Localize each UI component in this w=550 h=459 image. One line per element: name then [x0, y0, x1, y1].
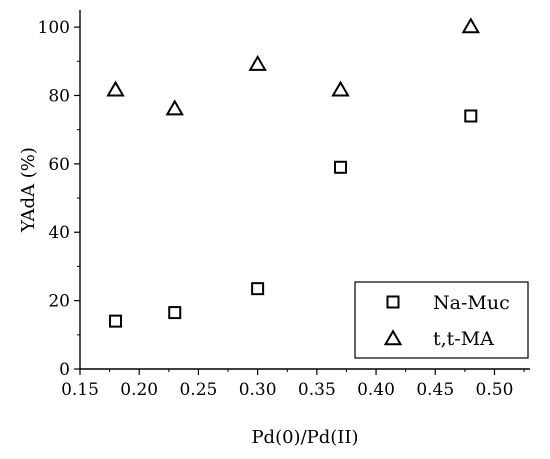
legend: Na-Muc t,t-MA: [354, 281, 529, 359]
x-tick-label: 0.30: [239, 380, 277, 400]
legend-label: Na-Muc: [433, 292, 510, 314]
x-tick-label: 0.40: [357, 380, 395, 400]
data-point-tt-ma: [165, 99, 184, 116]
axes: 0.15 0.20 0.25 0.30 0.35 0.40 0.45 0.50 0 20 40 60 8…: [38, 10, 530, 400]
data-point-na-muc: [109, 314, 123, 328]
x-tick-label: 0.20: [120, 380, 158, 400]
y-tick-label: 40: [48, 223, 70, 243]
x-tick-label: 0.50: [476, 380, 514, 400]
x-tick-label: 0.15: [61, 380, 99, 400]
data-point-tt-ma: [106, 80, 125, 97]
x-tick-label: 0.25: [179, 380, 217, 400]
data-point-na-muc: [168, 306, 182, 320]
x-tick-label: 0.45: [416, 380, 454, 400]
data-point-tt-ma: [331, 80, 350, 97]
data-marks: [106, 17, 481, 328]
y-tick-label: 0: [59, 360, 70, 380]
data-point-tt-ma: [248, 54, 267, 71]
y-tick-label: 100: [38, 18, 70, 38]
legend-label: t,t-MA: [433, 328, 494, 350]
data-point-na-muc: [334, 160, 348, 174]
y-axis-title: YAdA (%): [18, 147, 39, 233]
data-point-na-muc: [251, 282, 265, 296]
y-tick-label: 60: [48, 155, 70, 175]
x-axis-title: Pd(0)/Pd(II): [251, 427, 358, 448]
y-tick-label: 20: [48, 292, 70, 312]
legend-box: [354, 281, 529, 359]
legend-marker-square: [386, 295, 400, 309]
legend-marker-triangle: [383, 329, 403, 346]
data-point-tt-ma: [461, 17, 481, 34]
x-tick-label: 0.35: [298, 380, 336, 400]
data-point-na-muc: [464, 109, 478, 123]
y-tick-label: 80: [48, 86, 70, 106]
